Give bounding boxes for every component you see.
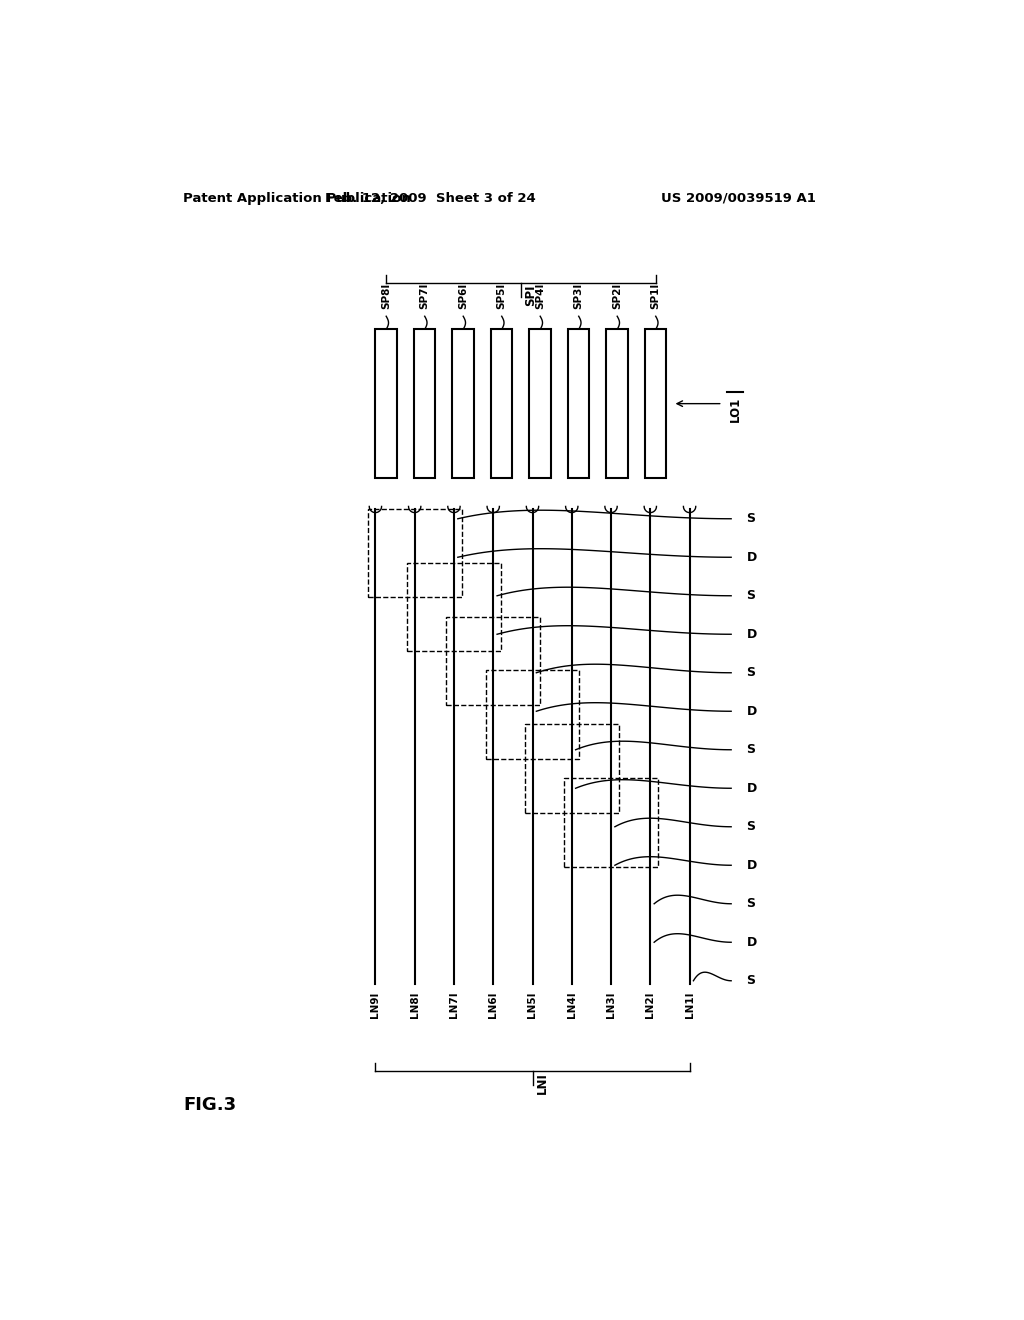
Text: S: S: [746, 667, 756, 680]
Text: S: S: [746, 898, 756, 911]
Text: SP8I: SP8I: [381, 282, 391, 309]
Text: SP3I: SP3I: [573, 282, 584, 309]
Text: LO1: LO1: [728, 397, 741, 422]
Text: LN5I: LN5I: [527, 991, 538, 1018]
Text: SP5I: SP5I: [497, 282, 507, 309]
Bar: [414, 330, 435, 478]
Text: D: D: [746, 550, 757, 564]
Bar: [407, 562, 501, 651]
Text: D: D: [746, 628, 757, 640]
Bar: [376, 330, 397, 478]
Text: S: S: [746, 974, 756, 987]
Text: LN3I: LN3I: [606, 991, 616, 1018]
Text: US 2009/0039519 A1: US 2009/0039519 A1: [662, 191, 816, 205]
Text: LN4I: LN4I: [566, 991, 577, 1018]
Text: SP1I: SP1I: [650, 282, 660, 309]
Text: LN6I: LN6I: [488, 991, 499, 1018]
Text: SP4I: SP4I: [536, 282, 545, 309]
Bar: [368, 508, 462, 598]
Bar: [453, 330, 474, 478]
Bar: [564, 779, 658, 867]
Bar: [524, 725, 618, 813]
Text: LN8I: LN8I: [410, 991, 420, 1018]
Bar: [529, 330, 551, 478]
Text: Patent Application Publication: Patent Application Publication: [183, 191, 411, 205]
Text: D: D: [746, 705, 757, 718]
Text: S: S: [746, 512, 756, 525]
Bar: [568, 330, 590, 478]
Text: S: S: [746, 589, 756, 602]
Text: D: D: [746, 936, 757, 949]
Text: SP6I: SP6I: [458, 282, 468, 309]
Text: S: S: [746, 743, 756, 756]
Text: D: D: [746, 859, 757, 871]
Text: LN9I: LN9I: [371, 991, 381, 1018]
Text: Feb. 12, 2009  Sheet 3 of 24: Feb. 12, 2009 Sheet 3 of 24: [326, 191, 537, 205]
Bar: [606, 330, 628, 478]
Text: SP7I: SP7I: [420, 282, 430, 309]
Bar: [490, 330, 512, 478]
Text: LN7I: LN7I: [449, 991, 459, 1018]
Text: LN1I: LN1I: [685, 991, 694, 1018]
Bar: [485, 671, 580, 759]
Text: D: D: [746, 781, 757, 795]
Text: LN2I: LN2I: [645, 991, 655, 1018]
Text: FIG.3: FIG.3: [183, 1097, 237, 1114]
Text: LNI: LNI: [537, 1072, 549, 1094]
Text: SPI: SPI: [524, 285, 537, 306]
Bar: [446, 616, 541, 705]
Text: SP2I: SP2I: [612, 282, 623, 309]
Bar: [645, 330, 667, 478]
Text: S: S: [746, 820, 756, 833]
